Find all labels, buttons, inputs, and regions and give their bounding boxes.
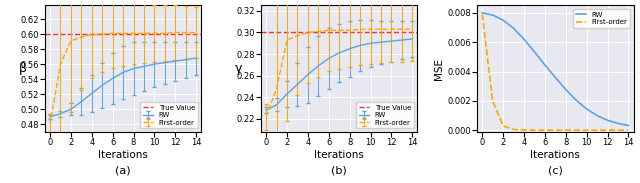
RW — [489, 14, 497, 16]
True Value — [262, 31, 270, 33]
RW — [583, 108, 591, 110]
RW — [562, 88, 570, 91]
RW — [552, 76, 559, 79]
True Value — [46, 33, 54, 35]
RW — [572, 99, 580, 101]
True Value — [56, 33, 64, 35]
RW — [520, 38, 528, 40]
First-order — [499, 125, 507, 127]
RW — [593, 115, 601, 117]
X-axis label: Iterations: Iterations — [314, 150, 364, 160]
First-order — [614, 129, 622, 131]
RW — [541, 64, 548, 66]
First-order — [625, 129, 632, 131]
Y-axis label: MSE: MSE — [434, 58, 444, 80]
Legend: True Value, RW, First-order: True Value, RW, First-order — [356, 102, 414, 128]
Y-axis label: β: β — [19, 62, 27, 75]
Legend: RW, First-order: RW, First-order — [573, 9, 630, 28]
Y-axis label: γ: γ — [236, 62, 243, 75]
True Value — [273, 31, 280, 33]
First-order — [520, 129, 528, 131]
Line: RW: RW — [482, 13, 628, 126]
First-order — [583, 129, 591, 131]
First-order — [604, 129, 611, 131]
RW — [499, 19, 507, 21]
First-order — [509, 128, 517, 131]
First-order — [562, 129, 570, 131]
First-order — [552, 129, 559, 131]
Legend: True Value, RW, First-order: True Value, RW, First-order — [140, 102, 198, 128]
RW — [478, 12, 486, 14]
RW — [625, 124, 632, 127]
RW — [604, 119, 611, 121]
First-order — [478, 13, 486, 15]
RW — [509, 27, 517, 29]
First-order — [572, 129, 580, 131]
RW — [614, 122, 622, 124]
Line: First-order: First-order — [482, 14, 628, 130]
X-axis label: Iterations: Iterations — [531, 150, 580, 160]
Text: (b): (b) — [332, 165, 347, 175]
First-order — [531, 129, 538, 131]
First-order — [593, 129, 601, 131]
First-order — [489, 100, 497, 102]
RW — [531, 51, 538, 53]
Text: (c): (c) — [548, 165, 563, 175]
X-axis label: Iterations: Iterations — [98, 150, 148, 160]
First-order — [541, 129, 548, 131]
Text: (a): (a) — [115, 165, 131, 175]
